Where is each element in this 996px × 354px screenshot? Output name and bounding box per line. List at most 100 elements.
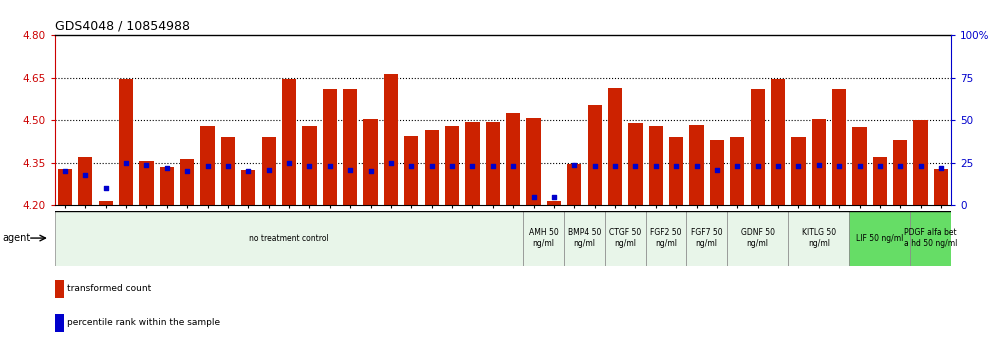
Bar — [139, 161, 153, 205]
Bar — [221, 137, 235, 205]
Point — [261, 167, 277, 172]
Text: BMP4 50
ng/ml: BMP4 50 ng/ml — [568, 228, 602, 248]
Point — [688, 164, 704, 169]
Text: GDNF 50
ng/ml: GDNF 50 ng/ml — [741, 228, 775, 248]
Bar — [832, 89, 847, 205]
Bar — [893, 140, 907, 205]
Bar — [686, 211, 727, 266]
Bar — [730, 137, 744, 205]
Bar — [404, 136, 418, 205]
Bar — [853, 127, 867, 205]
Point — [423, 164, 439, 169]
Bar — [648, 126, 663, 205]
Bar — [812, 119, 826, 205]
Text: LIF 50 ng/ml: LIF 50 ng/ml — [857, 234, 903, 242]
Point — [78, 172, 94, 178]
Bar — [343, 89, 358, 205]
Text: agent: agent — [2, 233, 30, 243]
Bar — [910, 211, 951, 266]
Point — [750, 164, 766, 169]
Point — [546, 194, 562, 200]
Bar — [180, 159, 194, 205]
Point — [322, 164, 338, 169]
Point — [770, 164, 786, 169]
Bar — [282, 79, 296, 205]
Bar — [303, 126, 317, 205]
Point — [729, 164, 745, 169]
Text: percentile rank within the sample: percentile rank within the sample — [68, 319, 220, 327]
Bar — [564, 211, 605, 266]
Text: PDGF alfa bet
a hd 50 ng/ml: PDGF alfa bet a hd 50 ng/ml — [904, 228, 957, 248]
Point — [668, 164, 684, 169]
Point — [526, 194, 542, 200]
Bar — [727, 211, 788, 266]
Point — [811, 162, 827, 167]
Text: FGF2 50
ng/ml: FGF2 50 ng/ml — [650, 228, 681, 248]
Bar — [934, 169, 948, 205]
Point — [138, 162, 154, 167]
Bar — [689, 125, 703, 205]
Text: CTGF 50
ng/ml: CTGF 50 ng/ml — [610, 228, 641, 248]
Point — [505, 164, 521, 169]
Text: AMH 50
ng/ml: AMH 50 ng/ml — [529, 228, 559, 248]
Point — [403, 164, 419, 169]
Point — [485, 164, 501, 169]
Bar — [850, 211, 910, 266]
Point — [464, 164, 480, 169]
Text: KITLG 50
ng/ml: KITLG 50 ng/ml — [802, 228, 836, 248]
Point — [302, 164, 318, 169]
Bar — [791, 137, 806, 205]
Bar — [588, 105, 602, 205]
Bar — [523, 211, 564, 266]
Point — [240, 169, 256, 174]
Point — [933, 165, 949, 171]
Bar — [119, 79, 133, 205]
Point — [587, 164, 603, 169]
Text: no treatment control: no treatment control — [249, 234, 329, 242]
Bar — [262, 137, 276, 205]
Bar — [751, 89, 765, 205]
Text: transformed count: transformed count — [68, 284, 151, 293]
Bar — [628, 123, 642, 205]
Point — [363, 169, 378, 174]
Bar — [55, 211, 523, 266]
Bar — [445, 126, 459, 205]
Point — [709, 167, 725, 172]
Point — [832, 164, 848, 169]
Point — [647, 164, 663, 169]
Point — [852, 164, 868, 169]
Bar — [608, 88, 622, 205]
Bar — [241, 170, 255, 205]
Point — [444, 164, 460, 169]
Point — [199, 164, 215, 169]
Bar — [383, 74, 398, 205]
Point — [57, 169, 73, 174]
Bar — [788, 211, 850, 266]
Text: GDS4048 / 10854988: GDS4048 / 10854988 — [55, 20, 190, 33]
Bar — [79, 157, 93, 205]
Bar — [605, 211, 645, 266]
Bar — [547, 201, 561, 205]
Point — [567, 162, 583, 167]
Bar — [424, 130, 439, 205]
Point — [872, 164, 887, 169]
Bar — [200, 126, 215, 205]
Bar — [465, 122, 479, 205]
Bar — [567, 164, 582, 205]
Point — [892, 164, 908, 169]
Point — [281, 160, 297, 166]
Bar — [645, 211, 686, 266]
Text: FGF7 50
ng/ml: FGF7 50 ng/ml — [691, 228, 722, 248]
Point — [220, 164, 236, 169]
Point — [627, 164, 643, 169]
Bar — [527, 118, 541, 205]
Point — [343, 167, 359, 172]
Point — [912, 164, 928, 169]
Point — [119, 160, 134, 166]
Point — [791, 164, 807, 169]
Bar — [323, 89, 337, 205]
Point — [98, 185, 114, 191]
Bar — [913, 120, 927, 205]
Bar — [364, 119, 377, 205]
Point — [608, 164, 623, 169]
